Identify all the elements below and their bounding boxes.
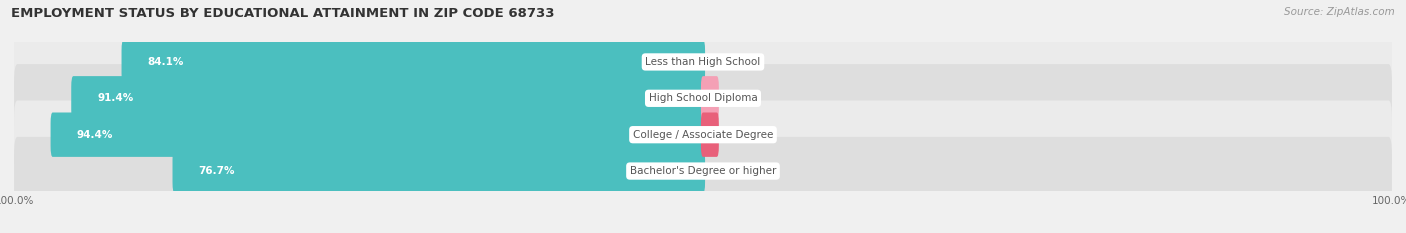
Text: EMPLOYMENT STATUS BY EDUCATIONAL ATTAINMENT IN ZIP CODE 68733: EMPLOYMENT STATUS BY EDUCATIONAL ATTAINM… bbox=[11, 7, 555, 20]
Text: 0.0%: 0.0% bbox=[731, 166, 759, 176]
Text: 76.7%: 76.7% bbox=[198, 166, 235, 176]
FancyBboxPatch shape bbox=[51, 113, 704, 157]
FancyBboxPatch shape bbox=[72, 76, 704, 120]
Text: 94.4%: 94.4% bbox=[77, 130, 112, 140]
Text: 91.4%: 91.4% bbox=[97, 93, 134, 103]
Text: 84.1%: 84.1% bbox=[148, 57, 184, 67]
Text: College / Associate Degree: College / Associate Degree bbox=[633, 130, 773, 140]
FancyBboxPatch shape bbox=[14, 28, 1392, 96]
FancyBboxPatch shape bbox=[121, 40, 704, 84]
FancyBboxPatch shape bbox=[702, 113, 718, 157]
Text: 0.0%: 0.0% bbox=[731, 57, 759, 67]
Text: 1.2%: 1.2% bbox=[731, 130, 759, 140]
FancyBboxPatch shape bbox=[14, 137, 1392, 205]
Text: Less than High School: Less than High School bbox=[645, 57, 761, 67]
Text: High School Diploma: High School Diploma bbox=[648, 93, 758, 103]
Text: Source: ZipAtlas.com: Source: ZipAtlas.com bbox=[1284, 7, 1395, 17]
FancyBboxPatch shape bbox=[14, 64, 1392, 133]
FancyBboxPatch shape bbox=[702, 76, 718, 120]
Text: Bachelor's Degree or higher: Bachelor's Degree or higher bbox=[630, 166, 776, 176]
FancyBboxPatch shape bbox=[173, 149, 704, 193]
Text: 0.5%: 0.5% bbox=[731, 93, 759, 103]
FancyBboxPatch shape bbox=[14, 100, 1392, 169]
